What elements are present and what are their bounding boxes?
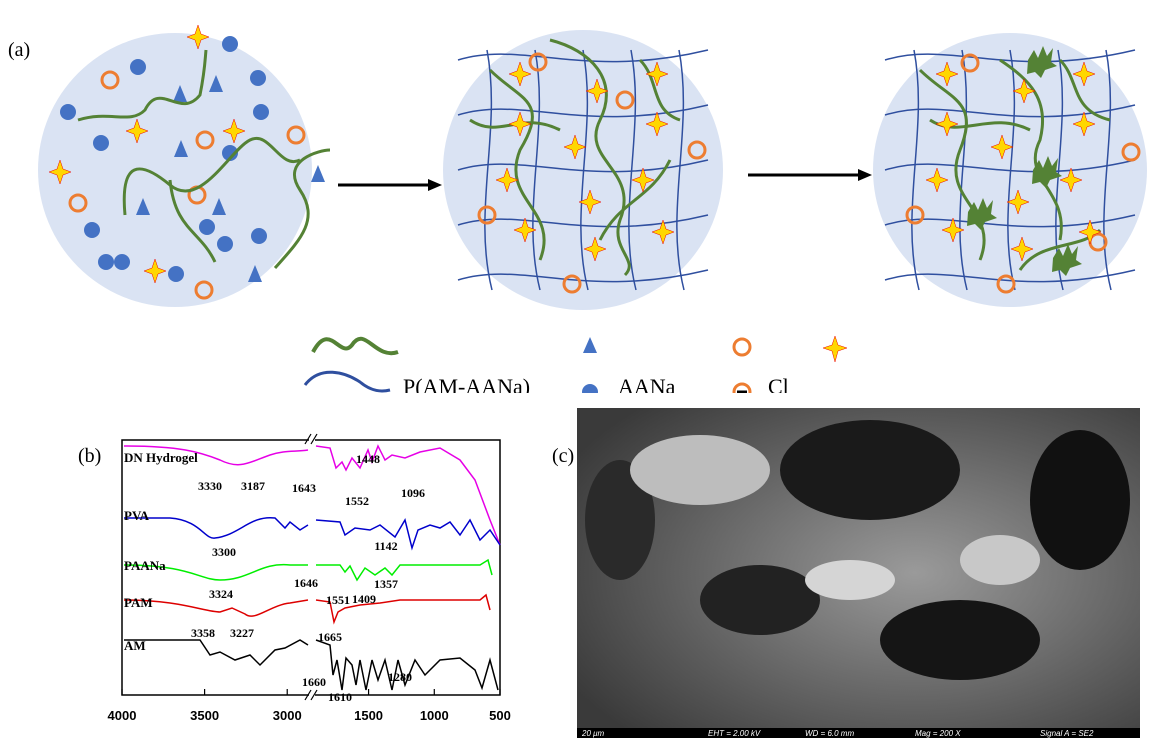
monomer-dot bbox=[60, 104, 76, 120]
sem-pore bbox=[1030, 430, 1130, 570]
peak-label: 1552 bbox=[345, 494, 369, 508]
network-circle bbox=[38, 33, 312, 307]
panel-label: (a) bbox=[8, 39, 30, 61]
legend-triangle bbox=[583, 337, 597, 353]
legend-paa-chain bbox=[305, 372, 390, 391]
legend-clip bbox=[290, 393, 850, 405]
break-mark bbox=[305, 434, 317, 700]
x-tick-label: 4000 bbox=[108, 708, 137, 723]
peak-label: 3324 bbox=[209, 587, 233, 601]
peak-label: 1646 bbox=[294, 576, 318, 590]
monomer-dot bbox=[250, 70, 266, 86]
sem-pore bbox=[880, 600, 1040, 680]
info-text: 20 μm bbox=[581, 729, 605, 738]
spectrum bbox=[124, 595, 490, 622]
x-tick-label: 3500 bbox=[190, 708, 219, 723]
peak-label: 3358 bbox=[191, 626, 215, 640]
legend-ion bbox=[734, 339, 750, 355]
peak-label: 1551 bbox=[326, 593, 350, 607]
monomer-dot bbox=[93, 135, 109, 151]
monomer-dot bbox=[130, 59, 146, 75]
x-tick-label: 1000 bbox=[420, 708, 449, 723]
series-label: PAANa bbox=[124, 558, 166, 573]
legend-pva-chain bbox=[313, 339, 398, 353]
series-label: DN Hydrogel bbox=[124, 450, 198, 465]
peak-label: 1142 bbox=[374, 539, 397, 553]
peak-label: 1448 bbox=[356, 452, 380, 466]
sem-wall bbox=[805, 560, 895, 600]
info-text: Signal A = SE2 bbox=[1040, 729, 1094, 738]
panel-label: (c) bbox=[552, 445, 574, 467]
monomer-dot bbox=[222, 36, 238, 52]
info-text: Mag = 200 X bbox=[915, 729, 961, 738]
plot-frame bbox=[122, 440, 500, 695]
panel-c: (c) 20 μm EHT = 2.00 kV WD = 6.0 mm Mag = 2… bbox=[552, 408, 1140, 738]
info-text: WD = 6.0 mm bbox=[805, 729, 854, 738]
peak-label: 1409 bbox=[352, 592, 376, 606]
monomer-dot bbox=[84, 222, 100, 238]
sem-wall bbox=[630, 435, 770, 505]
spectrum bbox=[124, 518, 500, 548]
peak-label: 3330 bbox=[198, 479, 222, 493]
panel-label: (b) bbox=[78, 445, 101, 467]
peak-label: 1660 bbox=[302, 675, 326, 689]
x-tick-label: 500 bbox=[489, 708, 511, 723]
monomer-dot bbox=[98, 254, 114, 270]
sem-pore bbox=[700, 565, 820, 635]
arrow-head bbox=[428, 179, 442, 191]
sem-wall bbox=[960, 535, 1040, 585]
monomer-dot bbox=[251, 228, 267, 244]
monomer-dot bbox=[253, 104, 269, 120]
x-tick-label: 3000 bbox=[273, 708, 302, 723]
monomer-dot bbox=[199, 219, 215, 235]
x-tick-label: 1500 bbox=[354, 708, 383, 723]
legend-crosslink bbox=[823, 336, 847, 362]
monomer-dot bbox=[114, 254, 130, 270]
monomer-triangle bbox=[311, 165, 325, 182]
peak-label: 3227 bbox=[230, 626, 254, 640]
sem-pore bbox=[780, 420, 960, 520]
series-label: PAM bbox=[124, 595, 153, 610]
peak-label: 3187 bbox=[241, 479, 265, 493]
peak-label: 1665 bbox=[318, 630, 342, 644]
peak-label: 1280 bbox=[388, 670, 412, 684]
monomer-dot bbox=[168, 266, 184, 282]
series-label: PVA bbox=[124, 508, 150, 523]
arrow-head bbox=[858, 169, 872, 181]
info-text: EHT = 2.00 kV bbox=[708, 729, 761, 738]
peak-label: 1610 bbox=[328, 690, 352, 704]
monomer-dot bbox=[217, 236, 233, 252]
figure: (a)P(AM-AANa)AANaCl (b) 4000 3500 3000 1500… bbox=[0, 0, 1155, 740]
peak-label: 3300 bbox=[212, 545, 236, 559]
series-label: AM bbox=[124, 638, 146, 653]
panel-b: (b) 4000 3500 3000 1500 1000 500 DN Hydrogel PV… bbox=[78, 434, 511, 723]
peak-label: 1096 bbox=[401, 486, 425, 500]
peak-label: 1357 bbox=[374, 577, 398, 591]
peak-label: 1643 bbox=[292, 481, 316, 495]
